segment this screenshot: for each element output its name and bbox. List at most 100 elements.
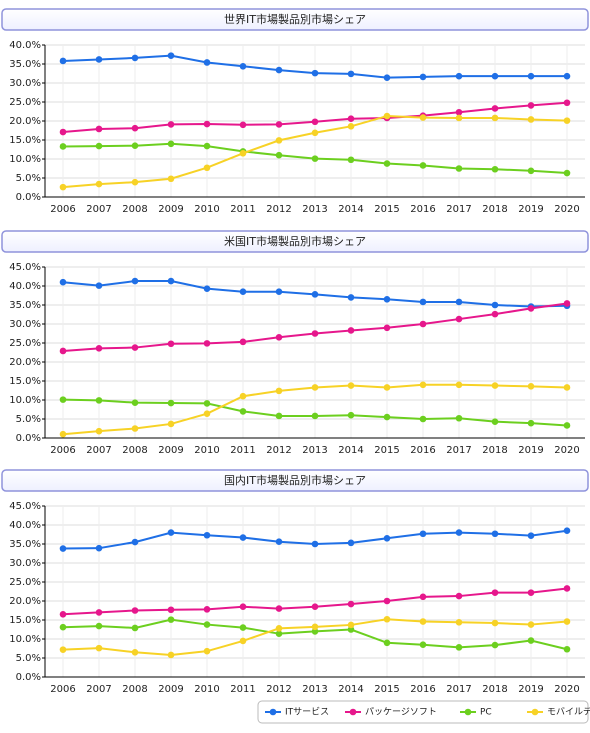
data-point (95, 345, 103, 352)
y-tick-label: 20.0% (9, 357, 41, 368)
data-point (95, 142, 103, 150)
data-point (59, 623, 67, 631)
data-point (419, 381, 427, 389)
y-tick-label: 5.0% (16, 173, 41, 184)
data-point (167, 52, 175, 59)
data-point (275, 334, 283, 341)
data-point (203, 340, 211, 347)
legend-label: PC (480, 708, 492, 718)
data-point (275, 605, 283, 612)
data-point (455, 618, 463, 626)
data-point (203, 647, 211, 655)
x-tick-label: 2006 (50, 684, 75, 695)
x-tick-label: 2020 (554, 684, 579, 695)
data-point (311, 603, 319, 610)
data-point (311, 330, 319, 337)
data-point (491, 165, 499, 173)
data-point (455, 414, 463, 422)
data-point (455, 644, 463, 651)
data-point (239, 408, 247, 415)
data-point (491, 382, 499, 389)
x-tick-label: 2016 (410, 204, 435, 215)
data-point (563, 300, 571, 307)
data-point (275, 387, 283, 395)
data-point (311, 69, 319, 77)
x-tick-label: 2009 (158, 684, 183, 695)
data-point (527, 621, 535, 628)
data-point (383, 535, 391, 542)
data-point (347, 382, 355, 389)
data-point (563, 585, 571, 592)
data-point (311, 155, 319, 162)
chart-title: 米国IT市場製品別市場シェア (224, 234, 366, 248)
data-point (491, 72, 499, 80)
data-point (203, 59, 211, 66)
x-tick-label: 2019 (518, 204, 543, 215)
x-tick-label: 2015 (374, 684, 399, 695)
y-tick-label: 25.0% (9, 338, 41, 349)
data-point (95, 397, 103, 404)
x-tick-label: 2009 (158, 445, 183, 456)
data-point (455, 165, 463, 172)
data-point (311, 384, 319, 391)
title-box (1, 469, 589, 492)
data-point (383, 639, 391, 647)
data-point (311, 628, 319, 635)
data-point (455, 529, 463, 536)
data-point (311, 291, 319, 298)
data-point (203, 164, 211, 172)
data-point (131, 649, 139, 656)
data-point (347, 411, 355, 419)
data-point (239, 121, 247, 129)
data-point (527, 72, 535, 80)
data-point (275, 630, 283, 637)
x-tick-label: 2007 (86, 684, 111, 695)
data-point (95, 609, 103, 616)
data-point (95, 622, 103, 630)
data-point (239, 392, 247, 400)
data-point (167, 140, 175, 148)
x-tick-label: 2018 (482, 684, 507, 695)
y-tick-label: 45.0% (9, 501, 41, 512)
x-tick-label: 2008 (122, 445, 147, 456)
data-point (239, 637, 247, 645)
title-box (1, 8, 589, 31)
y-tick-label: 30.0% (9, 78, 41, 89)
data-point (491, 114, 499, 122)
x-tick-label: 2019 (518, 445, 543, 456)
data-point (311, 623, 319, 631)
y-tick-label: 40.0% (9, 281, 41, 292)
y-tick-label: 40.0% (9, 40, 41, 51)
data-point (527, 102, 535, 109)
x-tick-label: 2012 (266, 204, 291, 215)
data-point (167, 529, 175, 536)
data-point (95, 282, 103, 289)
data-point (167, 606, 175, 614)
data-point (59, 430, 67, 438)
y-tick-label: 25.0% (9, 97, 41, 108)
data-point (167, 616, 175, 623)
data-point (563, 99, 571, 107)
data-point (131, 277, 139, 285)
data-point (383, 615, 391, 623)
data-point (95, 427, 103, 435)
data-point (491, 641, 499, 649)
y-tick-label: 10.0% (9, 634, 41, 645)
data-point (167, 340, 175, 348)
data-point (59, 128, 67, 136)
data-point (167, 121, 175, 128)
data-point (59, 143, 67, 150)
x-tick-label: 2010 (194, 204, 219, 215)
data-point (455, 114, 463, 122)
x-tick-label: 2010 (194, 684, 219, 695)
data-point (131, 624, 139, 632)
x-tick-label: 2014 (338, 204, 363, 215)
data-point (383, 384, 391, 391)
data-point (275, 625, 283, 632)
x-tick-label: 2011 (230, 204, 255, 215)
chart-title: 国内IT市場製品別市場シェア (224, 473, 366, 487)
legend-label: パッケージソフト (365, 707, 437, 718)
data-point (563, 384, 571, 391)
data-point (203, 531, 211, 539)
